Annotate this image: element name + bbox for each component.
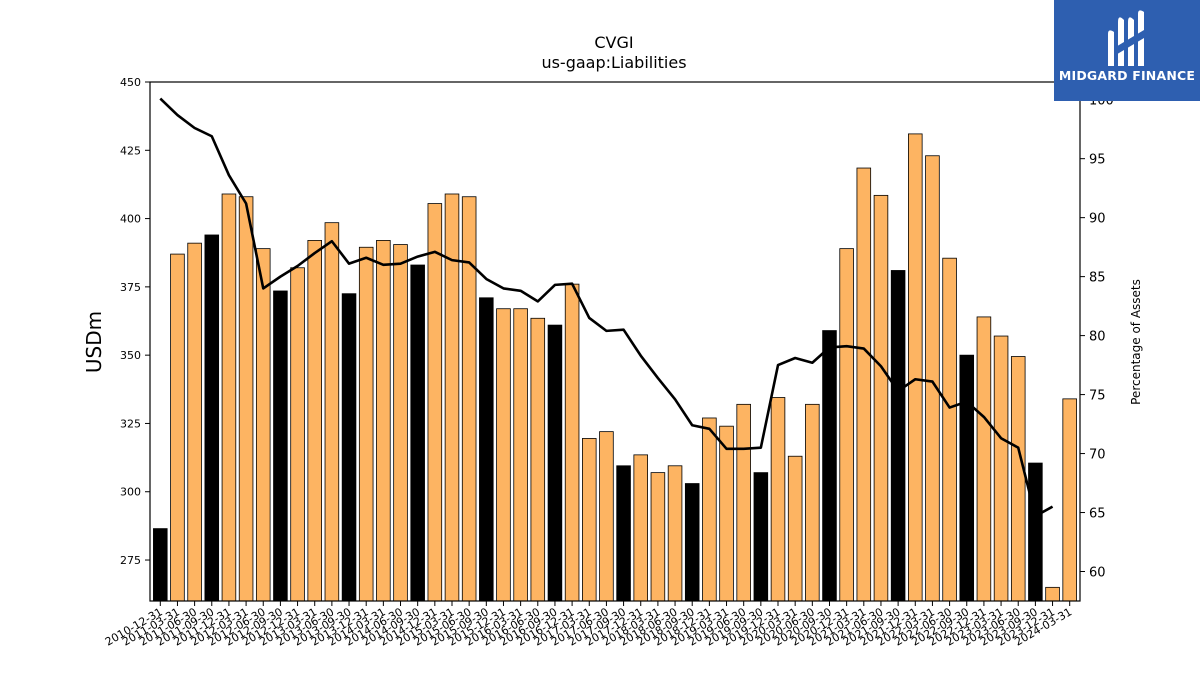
bar — [770, 397, 786, 601]
bar — [667, 465, 683, 601]
bar — [427, 203, 443, 601]
bar — [616, 465, 631, 601]
bar — [1010, 356, 1026, 601]
bar — [444, 193, 460, 601]
y2-tick-label: 90 — [1089, 212, 1106, 227]
bar — [684, 483, 700, 601]
bar — [1028, 462, 1043, 601]
bar — [479, 297, 494, 601]
bar — [925, 155, 940, 601]
bar — [908, 133, 923, 601]
midgard-logo-icon — [1108, 10, 1144, 66]
bar — [1045, 586, 1060, 601]
line-layer — [159, 97, 1054, 518]
bar — [702, 417, 717, 601]
bar — [238, 196, 254, 601]
bar — [873, 194, 889, 601]
axes-layer: 275 300 325 350 375 400 425 450 60 65 70 75 80 85 90 95… — [103, 76, 1114, 649]
bar — [393, 244, 408, 601]
bar — [307, 240, 322, 601]
bar — [273, 290, 288, 601]
y2-tick-label: 70 — [1089, 448, 1106, 463]
bar — [582, 438, 597, 601]
bar — [513, 308, 528, 601]
bar — [376, 240, 391, 601]
bar — [290, 267, 305, 601]
midgard-logo: MIDGARD FINANCE — [1054, 0, 1200, 101]
y2-tick-label: 60 — [1089, 566, 1106, 581]
bar — [170, 253, 185, 601]
y-tick-label: 275 — [120, 554, 141, 567]
percentage-line — [159, 97, 1054, 518]
y2-axis-label: Percentage of Assets — [1129, 279, 1143, 405]
y-tick-label: 425 — [120, 144, 141, 157]
bar — [753, 472, 769, 601]
bar — [650, 472, 666, 601]
bar — [822, 330, 837, 601]
y-tick-label: 375 — [120, 281, 141, 294]
bar — [599, 431, 614, 601]
bar — [633, 454, 648, 601]
bar — [787, 455, 803, 601]
bar — [890, 270, 906, 601]
y-tick-label: 450 — [120, 76, 141, 89]
bar — [976, 316, 992, 601]
chart-title: CVGI — [594, 33, 633, 52]
bar — [719, 425, 734, 601]
bar — [942, 257, 957, 601]
bar — [1062, 398, 1077, 601]
chart-subtitle: us-gaap:Liabilities — [541, 53, 686, 72]
logo-text: MIDGARD FINANCE — [1058, 68, 1196, 83]
y2-tick-label: 65 — [1089, 507, 1106, 522]
bar — [324, 222, 340, 601]
y-tick-label: 350 — [120, 349, 141, 362]
bar — [856, 167, 872, 601]
bar — [564, 283, 580, 601]
y-axis-label: USDm — [82, 311, 106, 373]
y-tick-label: 300 — [120, 486, 141, 499]
bar — [461, 196, 477, 601]
bar — [255, 248, 271, 601]
bar — [839, 248, 854, 601]
y2-tick-label: 95 — [1089, 153, 1106, 168]
bar — [530, 317, 546, 601]
y2-tick-label: 80 — [1089, 330, 1106, 345]
bar — [341, 293, 357, 601]
bar — [221, 193, 237, 601]
plot-frame — [149, 81, 1081, 602]
bar — [153, 528, 168, 601]
bar — [805, 403, 820, 601]
bar — [959, 354, 975, 601]
bar — [410, 264, 425, 601]
y2-tick-label: 75 — [1089, 389, 1106, 404]
bar — [496, 308, 511, 601]
y-tick-label: 325 — [120, 417, 141, 430]
bar — [204, 234, 220, 601]
bar — [187, 242, 202, 601]
y-tick-label: 400 — [120, 213, 141, 226]
bars-layer — [153, 133, 1077, 601]
bar — [547, 324, 563, 601]
y2-tick-label: 85 — [1089, 271, 1106, 286]
bar — [736, 403, 751, 601]
bar — [358, 246, 374, 601]
bar — [993, 335, 1009, 601]
